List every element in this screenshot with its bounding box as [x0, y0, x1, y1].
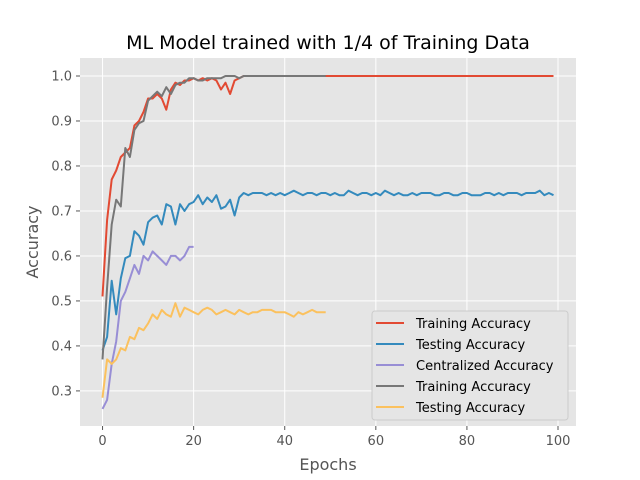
legend-box	[371, 310, 569, 421]
x-tick-label-0: 0	[98, 434, 106, 449]
series-line-2	[101, 245, 194, 410]
series-group	[101, 75, 554, 410]
legend: Training Accuracy Testing Accuracy Central…	[371, 310, 569, 421]
legend-label-3: Training Accuracy	[415, 380, 531, 395]
legend-label-4: Testing Accuracy	[415, 401, 525, 416]
x-ticks: 0 20 40 60 80 100	[98, 426, 570, 449]
legend-label-2: Centralized Accuracy	[416, 359, 554, 374]
y-tick-label-1: 0.4	[51, 339, 72, 354]
y-tick-label-3: 0.6	[51, 249, 72, 264]
y-tick-label-2: 0.5	[51, 294, 72, 309]
series-line-3	[101, 75, 326, 360]
chart-title: ML Model trained with 1/4 of Training Da…	[126, 32, 530, 54]
y-tick-label-0: 0.3	[51, 384, 72, 399]
x-tick-label-4: 80	[459, 434, 476, 449]
y-tick-label-4: 0.7	[51, 204, 72, 219]
series-line-4	[101, 302, 326, 398]
y-tick-label-7: 1.0	[51, 69, 72, 84]
y-ticks: 0.3 0.4 0.5 0.6 0.7 0.8 0.9 1.0	[51, 69, 80, 399]
series-line-1	[101, 189, 554, 351]
x-tick-label-5: 100	[546, 434, 571, 449]
y-tick-label-6: 0.9	[51, 114, 72, 129]
x-tick-label-3: 60	[368, 434, 385, 449]
legend-label-1: Testing Accuracy	[415, 338, 525, 353]
x-axis-label: Epochs	[299, 455, 356, 474]
y-axis-label: Accuracy	[23, 205, 42, 278]
legend-label-0: Training Accuracy	[415, 317, 531, 332]
x-tick-label-2: 40	[276, 434, 293, 449]
x-tick-label-1: 20	[185, 434, 202, 449]
y-tick-label-5: 0.8	[51, 159, 72, 174]
